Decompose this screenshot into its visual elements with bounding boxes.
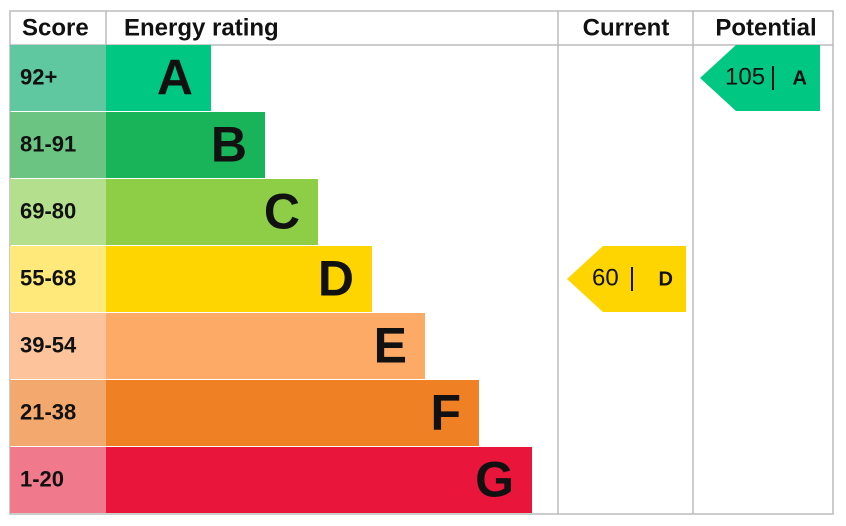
header-rating: Energy rating (124, 14, 279, 41)
score-range: 21-38 (20, 399, 76, 424)
score-cell (10, 246, 106, 312)
band-bar (106, 179, 318, 245)
current-letter: D (659, 268, 673, 290)
header-potential: Potential (715, 14, 816, 41)
score-cell (10, 45, 106, 111)
current-value: 60 (592, 264, 619, 291)
score-cell (10, 179, 106, 245)
band-bar (106, 313, 425, 379)
score-range: 39-54 (20, 332, 77, 357)
band-letter: B (211, 117, 247, 173)
band-bar (106, 246, 372, 312)
score-cell (10, 447, 106, 513)
header-current: Current (583, 14, 670, 41)
band-bar (106, 447, 532, 513)
score-range: 69-80 (20, 198, 76, 223)
score-range: 92+ (20, 64, 57, 89)
band-letter: C (264, 184, 300, 240)
band-letter: D (318, 251, 354, 307)
potential-letter: A (793, 67, 807, 89)
band-letter: G (475, 452, 514, 508)
header-score: Score (22, 14, 89, 41)
score-cell (10, 380, 106, 446)
current-arrow (567, 246, 686, 312)
potential-arrow (700, 45, 820, 111)
score-cell (10, 112, 106, 178)
score-range: 1-20 (20, 466, 64, 491)
band-letter: E (374, 318, 407, 374)
band-bar (106, 380, 479, 446)
band-bar (106, 112, 265, 178)
score-cell (10, 313, 106, 379)
band-letter: F (430, 385, 461, 441)
band-bar (106, 45, 211, 111)
score-range: 81-91 (20, 131, 76, 156)
potential-value: 105 (725, 63, 765, 90)
score-range: 55-68 (20, 265, 76, 290)
band-letter: A (157, 50, 193, 106)
